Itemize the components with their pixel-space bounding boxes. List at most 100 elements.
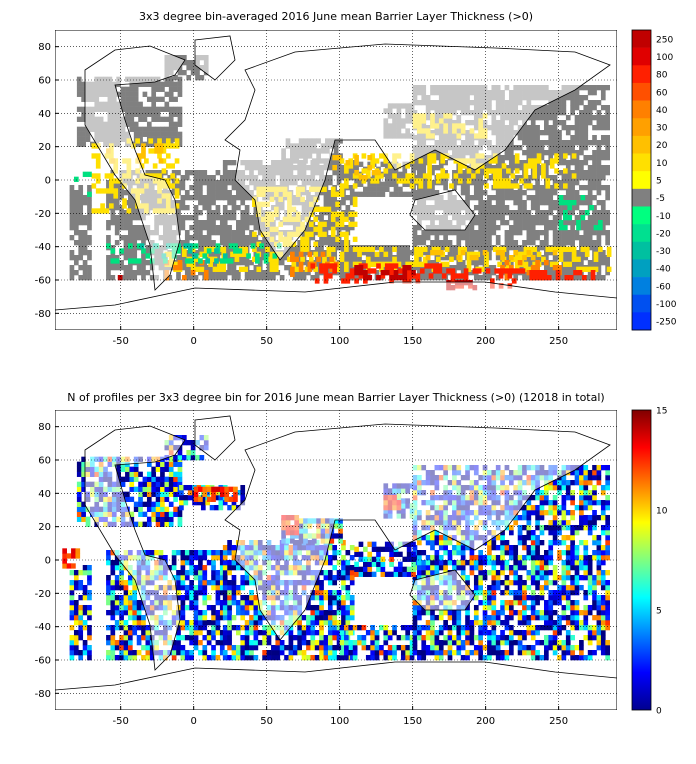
heatmap-cell bbox=[110, 220, 115, 225]
heatmap-cell bbox=[562, 235, 567, 240]
heatmap-cell bbox=[581, 215, 586, 220]
heatmap-cell bbox=[509, 195, 514, 200]
heatmap-cell bbox=[416, 273, 421, 278]
heatmap-cell bbox=[110, 655, 115, 660]
heatmap-cell bbox=[290, 272, 295, 277]
heatmap-cell bbox=[74, 650, 79, 655]
heatmap-cell bbox=[363, 175, 368, 180]
heatmap-cell bbox=[200, 75, 205, 80]
heatmap-cell bbox=[110, 248, 115, 253]
heatmap-cell bbox=[78, 235, 83, 240]
heatmap-cell bbox=[141, 265, 146, 270]
heatmap-cell bbox=[207, 640, 212, 645]
heatmap-cell bbox=[243, 247, 248, 252]
heatmap-cell bbox=[204, 275, 209, 280]
heatmap-cell bbox=[223, 190, 228, 195]
heatmap-cell bbox=[175, 158, 180, 163]
heatmap-cell bbox=[83, 245, 88, 250]
heatmap-cell bbox=[227, 540, 232, 545]
heatmap-cell bbox=[591, 275, 596, 280]
heatmap-cell bbox=[417, 235, 422, 240]
heatmap-cell bbox=[271, 275, 276, 280]
heatmap-cell bbox=[245, 640, 250, 645]
heatmap-cell bbox=[128, 655, 133, 660]
heatmap-cell bbox=[563, 153, 568, 158]
heatmap-cell bbox=[484, 168, 489, 173]
heatmap-cell bbox=[474, 180, 479, 185]
heatmap-cell bbox=[305, 247, 310, 252]
heatmap-cell bbox=[367, 187, 372, 192]
heatmap-cell bbox=[397, 250, 402, 255]
colorbar-swatch bbox=[632, 48, 651, 66]
heatmap-cell bbox=[156, 112, 161, 117]
heatmap-cell bbox=[388, 255, 393, 260]
heatmap-cell bbox=[332, 165, 337, 170]
heatmap-cell bbox=[105, 188, 110, 193]
heatmap-cell bbox=[597, 115, 602, 120]
heatmap-cell bbox=[181, 555, 186, 560]
heatmap-cell bbox=[202, 195, 207, 200]
heatmap-cell bbox=[189, 225, 194, 230]
heatmap-cell bbox=[553, 215, 558, 220]
heatmap-cell bbox=[216, 210, 221, 215]
heatmap-cell bbox=[573, 270, 578, 275]
heatmap-cell bbox=[249, 600, 254, 605]
heatmap-cell bbox=[115, 230, 120, 235]
heatmap-cell bbox=[129, 127, 134, 132]
heatmap-cell bbox=[223, 650, 228, 655]
heatmap-cell bbox=[557, 130, 562, 135]
heatmap-cell bbox=[344, 247, 349, 252]
heatmap-cell bbox=[553, 225, 558, 230]
heatmap-cell bbox=[553, 125, 558, 130]
heatmap-cell bbox=[87, 215, 92, 220]
heatmap-cell bbox=[124, 245, 129, 250]
heatmap-cell bbox=[427, 158, 432, 163]
heatmap-cell bbox=[527, 195, 532, 200]
heatmap-cell bbox=[87, 625, 92, 630]
heatmap-cell bbox=[106, 275, 111, 280]
heatmap-cell bbox=[487, 205, 492, 210]
heatmap-cell bbox=[588, 230, 593, 235]
heatmap-cell bbox=[176, 650, 181, 655]
heatmap-cell bbox=[106, 635, 111, 640]
heatmap-cell bbox=[454, 173, 459, 178]
heatmap-cell bbox=[164, 467, 169, 472]
heatmap-cell bbox=[156, 97, 161, 102]
heatmap-cell bbox=[570, 95, 575, 100]
heatmap-cell bbox=[207, 620, 212, 625]
heatmap-cell bbox=[554, 153, 559, 158]
heatmap-cell bbox=[202, 220, 207, 225]
heatmap-cell bbox=[198, 170, 203, 175]
heatmap-cell bbox=[185, 550, 190, 555]
heatmap-cell bbox=[185, 575, 190, 580]
heatmap-cell bbox=[362, 153, 367, 158]
heatmap-cell bbox=[216, 640, 221, 645]
heatmap-cell bbox=[78, 610, 83, 615]
heatmap-cell bbox=[540, 190, 545, 195]
heatmap-cell bbox=[474, 260, 479, 265]
heatmap-cell bbox=[531, 235, 536, 240]
heatmap-cell bbox=[185, 655, 190, 660]
heatmap-cell bbox=[113, 193, 118, 198]
heatmap-cell bbox=[505, 205, 510, 210]
heatmap-cell bbox=[503, 268, 508, 273]
heatmap-cell bbox=[478, 200, 483, 205]
heatmap-cell bbox=[119, 190, 124, 195]
heatmap-cell bbox=[185, 595, 190, 600]
heatmap-cell bbox=[151, 507, 156, 512]
heatmap-cell bbox=[147, 472, 152, 477]
heatmap-cell bbox=[240, 235, 245, 240]
heatmap-cell bbox=[505, 230, 510, 235]
heatmap-cell bbox=[540, 185, 545, 190]
heatmap-cell bbox=[124, 600, 129, 605]
heatmap-cell bbox=[83, 565, 88, 570]
heatmap-cell bbox=[513, 145, 518, 150]
heatmap-cell bbox=[198, 630, 203, 635]
heatmap-cell bbox=[332, 170, 337, 175]
heatmap-cell bbox=[543, 270, 548, 275]
heatmap-cell bbox=[151, 517, 156, 522]
heatmap-cell bbox=[125, 477, 130, 482]
heatmap-cell bbox=[370, 247, 375, 252]
heatmap-cell bbox=[227, 200, 232, 205]
heatmap-cell bbox=[455, 273, 460, 278]
